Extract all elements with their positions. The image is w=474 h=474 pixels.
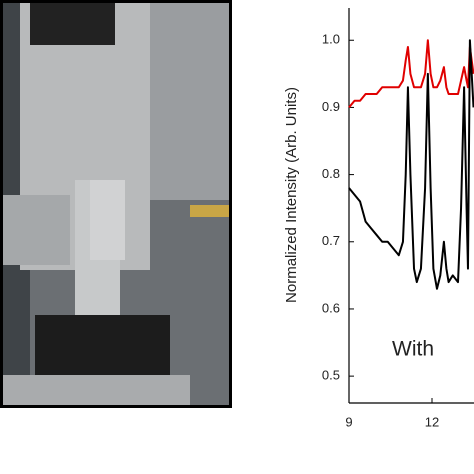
y-tick-label: 0.9	[322, 99, 340, 114]
photo-base	[0, 375, 190, 408]
y-axis-label: Normalized Intensity (Arb. Units)	[283, 87, 300, 303]
y-tick-label: 0.8	[322, 166, 340, 181]
y-tick-label: 1.0	[322, 32, 340, 47]
photo	[0, 0, 232, 408]
photo-holder	[0, 195, 70, 265]
photo-connector	[190, 205, 230, 217]
photo-wall	[150, 0, 230, 200]
photo-border	[0, 0, 232, 408]
x-tick-label: 12	[425, 414, 439, 429]
y-tick-label: 0.7	[322, 233, 340, 248]
series-line	[348, 39, 474, 109]
photo-wheel	[90, 180, 125, 260]
series-line	[348, 39, 474, 290]
annotation: With	[392, 338, 434, 361]
y-tick-label: 0.5	[322, 368, 340, 383]
photo-mount	[30, 0, 115, 45]
photo-stage	[35, 315, 170, 375]
x-tick-label: 9	[345, 414, 352, 429]
y-tick-label: 0.6	[322, 300, 340, 315]
